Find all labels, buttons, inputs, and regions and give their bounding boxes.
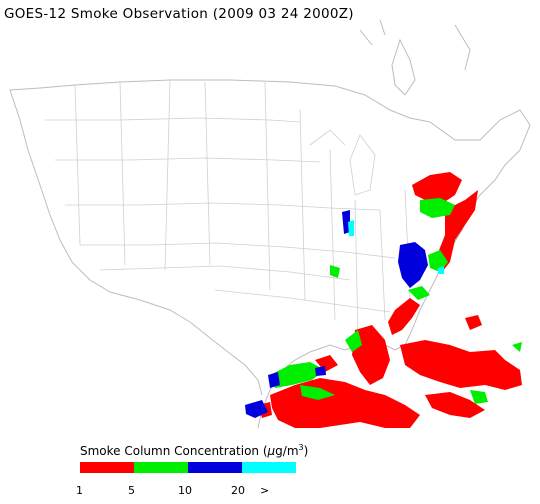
- legend-tick-20: 20: [231, 484, 245, 497]
- smoke-blue: [245, 210, 428, 418]
- legend-unit-mu: μ: [267, 444, 276, 458]
- legend-title-suffix: ): [303, 444, 309, 458]
- legend-tick-5: 5: [128, 484, 135, 497]
- smoke-map: [9, 19, 531, 429]
- map-title: GOES-12 Smoke Observation (2009 03 24 20…: [4, 6, 354, 22]
- legend-tick-1: 1: [76, 484, 83, 497]
- legend-title-prefix: Smoke Column Concentration (: [80, 444, 268, 458]
- land-outline: [9, 19, 531, 429]
- legend-unit-sup: 3: [298, 443, 304, 452]
- legend-tick-gt: >: [260, 484, 270, 497]
- state-lines: [45, 79, 411, 336]
- smoke-red: [258, 172, 522, 428]
- legend-title: Smoke Column Concentration (μg/m3): [80, 443, 308, 458]
- legend-swatch-cyan: [242, 462, 296, 473]
- legend-swatch-blue: [188, 462, 242, 473]
- legend-swatch-green: [134, 462, 188, 473]
- legend-swatch-red: [80, 462, 134, 473]
- smoke-cyan: [348, 220, 444, 274]
- legend-unit: g/m: [275, 444, 299, 458]
- smoke-green: [270, 198, 522, 404]
- legend-tick-10: 10: [178, 484, 192, 497]
- legend-color-bar: [80, 462, 296, 473]
